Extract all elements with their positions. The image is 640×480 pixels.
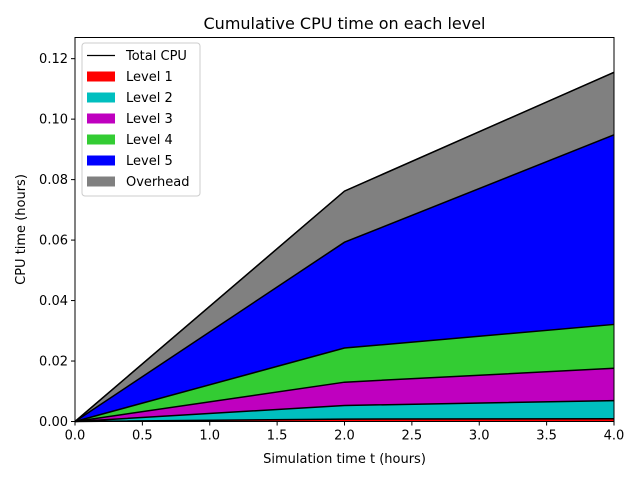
x-axis-label: Simulation time t (hours)	[263, 452, 426, 467]
legend-label-level-5: Level 5	[126, 154, 173, 169]
x-tick-label: 3.0	[469, 429, 490, 444]
legend-label-overhead: Overhead	[126, 175, 190, 190]
boundary-line-level-4	[74, 323, 615, 423]
area-layers	[75, 72, 614, 422]
boundary-line-level-2	[74, 399, 615, 423]
x-tick-label: 0.0	[65, 429, 86, 444]
x-tick-label: 1.0	[199, 429, 220, 444]
y-tick-label: 0.04	[39, 294, 68, 309]
chart-title: Cumulative CPU time on each level	[204, 14, 486, 33]
y-tick-label: 0.06	[39, 234, 68, 249]
area-level-4	[75, 324, 614, 422]
legend-swatch-level-2	[87, 92, 115, 103]
y-tick-label: 0.00	[39, 415, 68, 430]
boundary-line-level-1	[74, 418, 615, 423]
y-axis-ticks: 0.00 0.02 0.04 0.06 0.08 0.10 0.12	[39, 52, 75, 430]
legend-swatch-overhead	[87, 176, 115, 187]
legend-label-level-4: Level 4	[126, 133, 173, 148]
legend-swatch-level-5	[87, 155, 115, 166]
area-overhead	[75, 72, 614, 422]
area-level-2	[75, 400, 614, 422]
boundary-lines	[74, 71, 615, 423]
legend: Total CPU Level 1 Level 2 Level 3 Level 4 Lev…	[81, 42, 201, 197]
y-tick-label: 0.02	[39, 355, 68, 370]
legend-label-total-cpu: Total CPU	[125, 49, 187, 64]
x-tick-label: 3.5	[536, 429, 557, 444]
x-tick-label: 1.5	[267, 429, 288, 444]
total-cpu-line	[74, 71, 615, 422]
x-tick-label: 2.0	[334, 429, 355, 444]
legend-label-level-1: Level 1	[126, 70, 173, 85]
area-level-3	[75, 368, 614, 422]
legend-swatch-level-1	[87, 71, 115, 82]
boundary-line-level-3	[74, 367, 615, 423]
x-tick-label: 0.5	[132, 429, 153, 444]
x-axis-ticks: 0.0 0.5 1.0 1.5 2.0 2.5 3.0 3.5 4.0	[65, 421, 625, 444]
legend-swatch-level-4	[87, 134, 115, 145]
y-tick-label: 0.12	[39, 52, 68, 67]
y-tick-label: 0.10	[39, 113, 68, 128]
x-tick-label: 2.5	[402, 429, 423, 444]
x-tick-label: 4.0	[604, 429, 625, 444]
legend-swatch-level-3	[87, 113, 115, 124]
legend-label-level-2: Level 2	[126, 91, 173, 106]
legend-label-level-3: Level 3	[126, 112, 173, 127]
y-axis-label: CPU time (hours)	[14, 174, 29, 285]
boundary-line-level-5	[74, 134, 615, 423]
area-level-5	[75, 134, 614, 422]
y-tick-label: 0.08	[39, 173, 68, 188]
